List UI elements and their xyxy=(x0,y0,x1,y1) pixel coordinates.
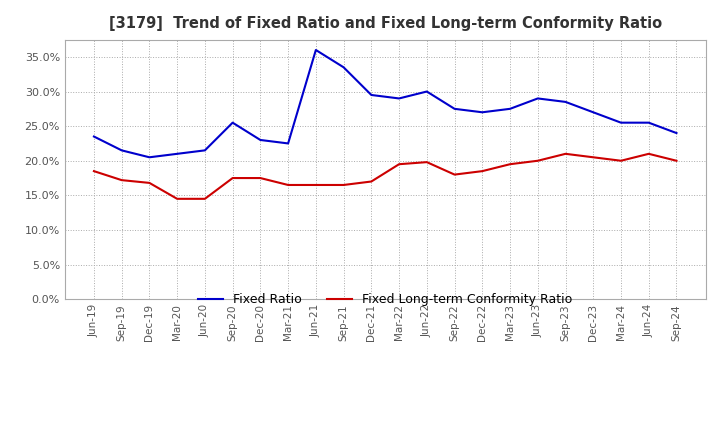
Fixed Ratio xyxy=(89,134,98,139)
Fixed Ratio xyxy=(534,96,542,101)
Fixed Ratio xyxy=(561,99,570,105)
Fixed Long-term Conformity Ratio xyxy=(589,154,598,160)
Fixed Ratio xyxy=(450,106,459,111)
Fixed Long-term Conformity Ratio xyxy=(672,158,681,163)
Fixed Long-term Conformity Ratio xyxy=(478,169,487,174)
Fixed Ratio xyxy=(256,137,265,143)
Fixed Ratio xyxy=(145,154,154,160)
Fixed Ratio xyxy=(616,120,625,125)
Fixed Long-term Conformity Ratio xyxy=(561,151,570,157)
Fixed Long-term Conformity Ratio xyxy=(367,179,376,184)
Fixed Long-term Conformity Ratio xyxy=(616,158,625,163)
Line: Fixed Long-term Conformity Ratio: Fixed Long-term Conformity Ratio xyxy=(94,154,677,199)
Fixed Long-term Conformity Ratio xyxy=(312,182,320,187)
Fixed Long-term Conformity Ratio xyxy=(256,176,265,181)
Fixed Ratio xyxy=(644,120,653,125)
Fixed Long-term Conformity Ratio xyxy=(173,196,181,202)
Fixed Ratio xyxy=(423,89,431,94)
Fixed Long-term Conformity Ratio xyxy=(284,182,292,187)
Fixed Ratio xyxy=(505,106,514,111)
Fixed Ratio xyxy=(589,110,598,115)
Fixed Long-term Conformity Ratio xyxy=(644,151,653,157)
Fixed Long-term Conformity Ratio xyxy=(505,161,514,167)
Fixed Ratio xyxy=(201,148,210,153)
Fixed Long-term Conformity Ratio xyxy=(89,169,98,174)
Fixed Ratio xyxy=(228,120,237,125)
Fixed Long-term Conformity Ratio xyxy=(201,196,210,202)
Fixed Long-term Conformity Ratio xyxy=(339,182,348,187)
Fixed Long-term Conformity Ratio xyxy=(117,177,126,183)
Fixed Ratio xyxy=(478,110,487,115)
Legend: Fixed Ratio, Fixed Long-term Conformity Ratio: Fixed Ratio, Fixed Long-term Conformity … xyxy=(198,293,572,306)
Fixed Long-term Conformity Ratio xyxy=(395,161,403,167)
Fixed Ratio xyxy=(395,96,403,101)
Fixed Ratio xyxy=(312,48,320,53)
Line: Fixed Ratio: Fixed Ratio xyxy=(94,50,677,157)
Fixed Long-term Conformity Ratio xyxy=(423,159,431,165)
Fixed Ratio xyxy=(672,130,681,136)
Title: [3179]  Trend of Fixed Ratio and Fixed Long-term Conformity Ratio: [3179] Trend of Fixed Ratio and Fixed Lo… xyxy=(109,16,662,32)
Fixed Ratio xyxy=(173,151,181,157)
Fixed Long-term Conformity Ratio xyxy=(450,172,459,177)
Fixed Ratio xyxy=(339,65,348,70)
Fixed Long-term Conformity Ratio xyxy=(534,158,542,163)
Fixed Long-term Conformity Ratio xyxy=(145,180,154,186)
Fixed Ratio xyxy=(284,141,292,146)
Fixed Ratio xyxy=(367,92,376,98)
Fixed Ratio xyxy=(117,148,126,153)
Fixed Long-term Conformity Ratio xyxy=(228,176,237,181)
